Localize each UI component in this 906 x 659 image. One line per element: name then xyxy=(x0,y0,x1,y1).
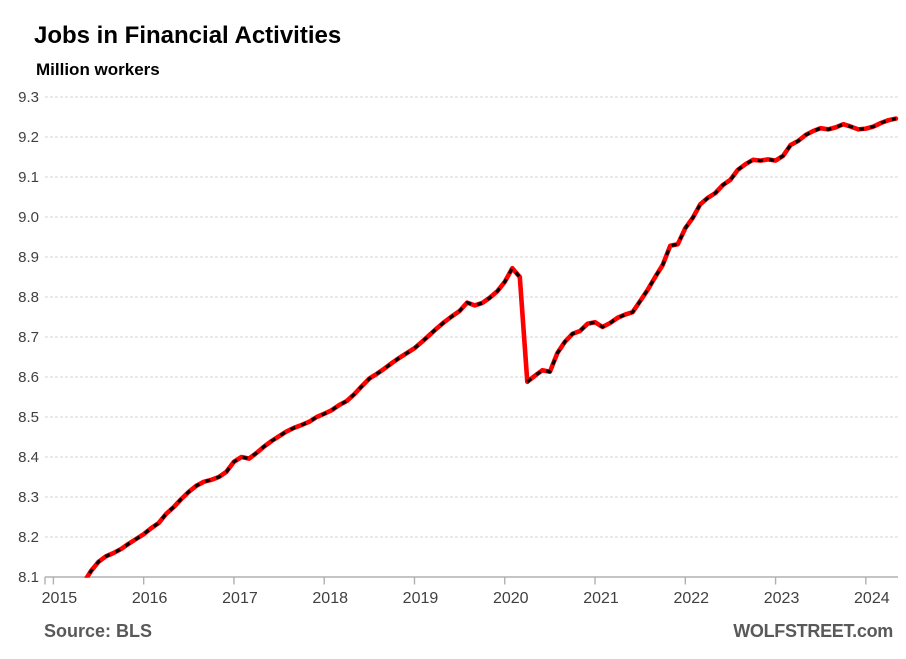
x-tick-label: 2024 xyxy=(854,590,890,607)
x-axis: 2015 2016 2017 2018 2019 2020 2021 2022 2023 2024 xyxy=(42,577,890,607)
brand-label: WOLFSTREET.com xyxy=(733,621,893,641)
x-tick-label: 2023 xyxy=(764,590,800,607)
y-tick-label: 8.6 xyxy=(18,369,39,386)
series-line-black-dashes xyxy=(84,117,897,578)
source-label: Source: BLS xyxy=(44,621,153,641)
x-tick-label: 2018 xyxy=(312,590,348,607)
y-tick-label: 8.5 xyxy=(18,409,39,426)
x-tick-label: 2020 xyxy=(493,590,529,607)
x-tick-label: 2015 xyxy=(42,590,78,607)
y-tick-label: 9.0 xyxy=(18,209,39,226)
y-axis-labels: 9.3 9.2 9.1 9.0 8.9 8.8 8.7 8.6 8.5 8.4 8.3 8.2 8.1 xyxy=(18,89,39,586)
y-tick-label: 8.9 xyxy=(18,249,39,266)
y-tick-label: 8.8 xyxy=(18,289,39,306)
y-tick-label: 8.3 xyxy=(18,489,39,506)
y-tick-label: 8.7 xyxy=(18,329,39,346)
x-tick-label: 2017 xyxy=(222,590,258,607)
x-tick-label: 2021 xyxy=(583,590,619,607)
y-tick-label: 8.4 xyxy=(18,449,39,466)
chart-title: Jobs in Financial Activities xyxy=(34,22,342,49)
series-line-red xyxy=(84,116,899,578)
y-tick-label: 9.3 xyxy=(18,89,39,106)
y-tick-label: 8.2 xyxy=(18,529,39,546)
y-tick-label: 8.1 xyxy=(18,569,39,586)
y-tick-label: 9.1 xyxy=(18,169,39,186)
y-tick-label: 9.2 xyxy=(18,129,39,146)
y-gridlines xyxy=(45,96,898,578)
x-tick-label: 2019 xyxy=(403,590,439,607)
x-tick-label: 2022 xyxy=(673,590,709,607)
chart-subtitle: Million workers xyxy=(36,60,160,79)
x-tick-label: 2016 xyxy=(132,590,168,607)
